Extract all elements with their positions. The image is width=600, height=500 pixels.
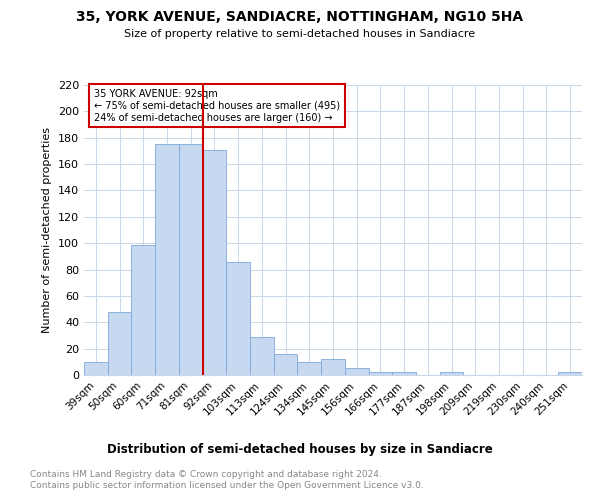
Bar bbox=[274, 354, 298, 375]
Text: Contains HM Land Registry data © Crown copyright and database right 2024.: Contains HM Land Registry data © Crown c… bbox=[30, 470, 382, 479]
Text: Distribution of semi-detached houses by size in Sandiacre: Distribution of semi-detached houses by … bbox=[107, 442, 493, 456]
Bar bbox=[440, 372, 463, 375]
Bar bbox=[108, 312, 131, 375]
Bar bbox=[179, 144, 203, 375]
Bar bbox=[345, 368, 368, 375]
Text: 35 YORK AVENUE: 92sqm
← 75% of semi-detached houses are smaller (495)
24% of sem: 35 YORK AVENUE: 92sqm ← 75% of semi-deta… bbox=[94, 90, 340, 122]
Bar bbox=[558, 372, 582, 375]
Bar bbox=[250, 337, 274, 375]
Y-axis label: Number of semi-detached properties: Number of semi-detached properties bbox=[43, 127, 52, 333]
Text: Contains public sector information licensed under the Open Government Licence v3: Contains public sector information licen… bbox=[30, 481, 424, 490]
Bar bbox=[392, 372, 416, 375]
Bar bbox=[298, 362, 321, 375]
Bar bbox=[226, 262, 250, 375]
Text: 35, YORK AVENUE, SANDIACRE, NOTTINGHAM, NG10 5HA: 35, YORK AVENUE, SANDIACRE, NOTTINGHAM, … bbox=[76, 10, 524, 24]
Bar bbox=[368, 372, 392, 375]
Bar bbox=[203, 150, 226, 375]
Bar bbox=[155, 144, 179, 375]
Bar bbox=[321, 359, 345, 375]
Text: Size of property relative to semi-detached houses in Sandiacre: Size of property relative to semi-detach… bbox=[124, 29, 476, 39]
Bar bbox=[84, 362, 108, 375]
Bar bbox=[131, 244, 155, 375]
